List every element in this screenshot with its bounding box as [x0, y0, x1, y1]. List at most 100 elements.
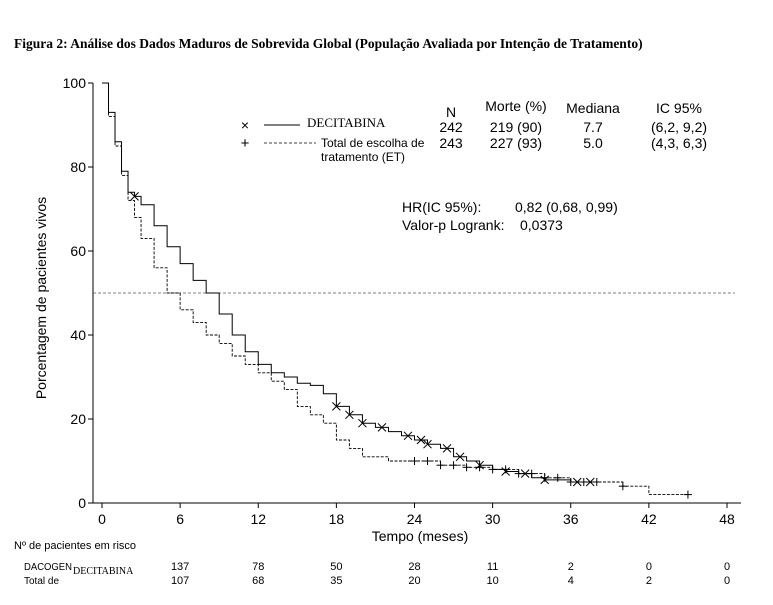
- censor-mark-x: [585, 477, 595, 487]
- p-value: 0,0373: [520, 217, 563, 233]
- legend-ci-2: (4,3, 6,3): [651, 135, 707, 151]
- censor-mark-x: [442, 444, 452, 453]
- legend-n-2: 243: [439, 135, 463, 151]
- legend-marker-2: +: [241, 135, 250, 152]
- legend-marker-1: ×: [241, 117, 249, 133]
- censor-stroke: [130, 192, 139, 201]
- x-tick-label: 36: [563, 511, 579, 527]
- x-axis-label: Tempo (meses): [372, 528, 468, 544]
- et-curve: [102, 82, 688, 496]
- legend-header-deaths: Morte (%): [485, 98, 546, 114]
- legend-n-1: 242: [439, 119, 463, 135]
- x-tick-label: 24: [407, 511, 423, 527]
- y-tick-label: 40: [70, 327, 86, 343]
- legend-median-2: 5.0: [583, 135, 603, 151]
- legend-header-median: Mediana: [566, 100, 620, 116]
- censor-mark-plus: [553, 473, 562, 482]
- censor-stroke: [520, 469, 530, 478]
- censor-stroke: [332, 402, 341, 411]
- risk-value: 2: [646, 575, 652, 587]
- censor-mark-plus: [566, 478, 575, 486]
- risk-value: 0: [724, 575, 730, 587]
- y-tick-label: 80: [70, 159, 86, 175]
- censor-stroke: [423, 439, 432, 449]
- risk-value: 50: [330, 561, 342, 573]
- legend-deaths-2: 227 (93): [490, 135, 542, 151]
- legend-name-2b: tratamento (ET): [321, 150, 405, 164]
- risk-value: 0: [646, 561, 652, 573]
- censor-mark-x: [572, 477, 582, 487]
- x-tick-label: 18: [329, 511, 345, 527]
- censor-stroke: [455, 452, 465, 462]
- y-tick-label: 60: [70, 243, 86, 259]
- risk-value: 28: [408, 561, 420, 573]
- hr-label: HR(IC 95%):: [402, 199, 481, 215]
- censor-mark-plus: [436, 461, 445, 470]
- hr-value: 0,82 (0,68, 0,99): [515, 199, 618, 215]
- censor-mark-plus: [475, 463, 484, 472]
- risk-row-2-prefix: Total de: [24, 576, 59, 587]
- censor-mark-plus: [462, 463, 471, 472]
- legend-name-2a: Total de escolha de: [321, 136, 425, 150]
- x-tick-label: 42: [641, 511, 657, 527]
- censor-stroke: [572, 477, 582, 487]
- censor-stroke: [585, 477, 595, 487]
- x-tick-label: 6: [176, 511, 184, 527]
- risk-value: 20: [408, 575, 420, 587]
- y-tick-label: 0: [78, 495, 86, 511]
- censor-mark-x: [403, 431, 413, 441]
- x-tick-label: 48: [719, 511, 735, 527]
- censor-mark-plus: [423, 457, 432, 465]
- legend-name-1: DECITABINA: [307, 115, 386, 130]
- legend: N Morte (%) Mediana IC 95% × DECITABINA …: [241, 98, 707, 164]
- y-tick-label: 20: [70, 411, 86, 427]
- censor-mark-plus: [527, 469, 536, 478]
- censor-mark-plus: [540, 473, 549, 482]
- legend-deaths-1: 219 (90): [490, 119, 542, 135]
- censor-stroke: [377, 423, 387, 432]
- censor-mark-plus: [683, 490, 692, 499]
- censor-mark-plus: [410, 457, 419, 465]
- risk-table-header: Nº de pacientes em risco: [14, 540, 136, 552]
- x-tick-label: 0: [98, 511, 106, 527]
- legend-header-n: N: [446, 104, 456, 120]
- censor-stroke: [416, 435, 426, 445]
- censor-mark-plus: [579, 478, 588, 486]
- figure-title: Figura 2: Análise dos Dados Maduros de S…: [14, 36, 643, 51]
- censor-mark-x: [130, 192, 139, 201]
- censor-mark-plus: [488, 465, 497, 474]
- risk-value: 11: [487, 561, 498, 573]
- censor-mark-plus: [592, 478, 601, 486]
- censor-stroke: [442, 444, 452, 453]
- legend-header-ci: IC 95%: [656, 100, 702, 116]
- y-tick-label: 100: [63, 75, 87, 91]
- x-tick-label: 30: [485, 511, 501, 527]
- censor-mark-x: [358, 418, 367, 428]
- censor-mark-x: [377, 423, 387, 432]
- risk-value: 2: [568, 561, 574, 573]
- risk-value: 10: [487, 575, 499, 587]
- censor-mark-x: [345, 410, 354, 420]
- risk-row-1-label: DECITABINA: [73, 566, 134, 577]
- legend-ci-1: (6,2, 9,2): [651, 119, 707, 135]
- risk-value: 137: [171, 561, 189, 573]
- risk-value: 107: [171, 575, 189, 587]
- censor-mark-plus: [618, 482, 627, 491]
- y-axis-label: Porcentagem de pacientes vivos: [33, 197, 49, 399]
- risk-value: 78: [252, 561, 264, 573]
- p-label: Valor-p Logrank:: [402, 217, 504, 233]
- risk-row-1-prefix: DACOGEN: [24, 562, 72, 573]
- x-tick-label: 12: [250, 511, 266, 527]
- censor-stroke: [345, 410, 354, 420]
- censor-mark-x: [455, 452, 465, 462]
- legend-median-1: 7.7: [583, 119, 603, 135]
- risk-value: 68: [252, 575, 264, 587]
- risk-value: 35: [330, 575, 342, 587]
- censor-mark-plus: [501, 465, 510, 474]
- censor-mark-x: [423, 439, 432, 449]
- censor-mark-x: [332, 402, 341, 411]
- censor-stroke: [403, 431, 413, 441]
- censor-mark-x: [416, 435, 426, 445]
- risk-value: 0: [724, 561, 730, 573]
